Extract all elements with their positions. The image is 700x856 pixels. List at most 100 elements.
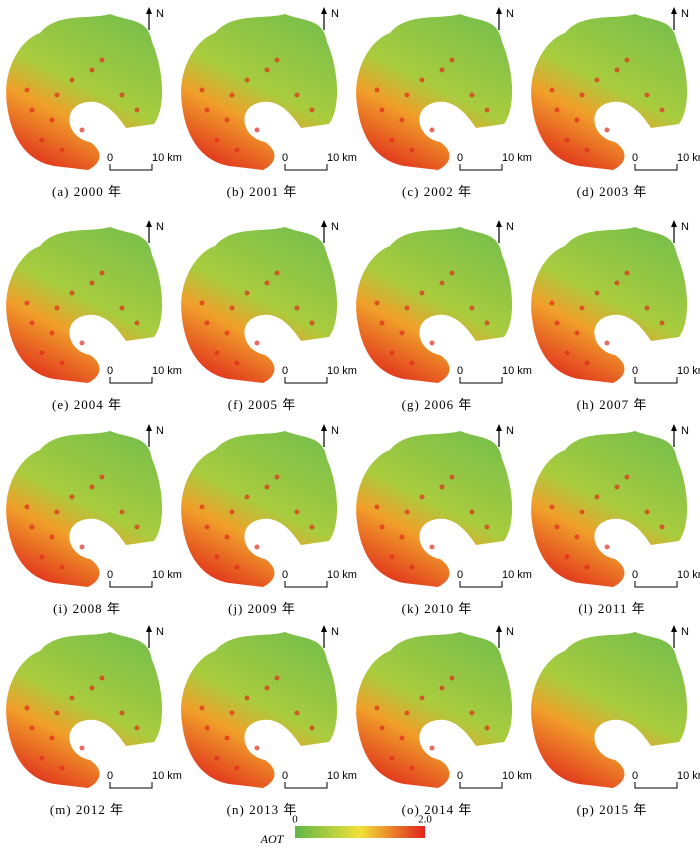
hotspot (244, 77, 250, 83)
hotspot (604, 544, 610, 550)
north-arrowhead (496, 7, 502, 14)
hotspot (399, 735, 405, 741)
hotspot (624, 57, 630, 63)
map-panel: N 0 10 km (k) 2010 年 (356, 424, 532, 616)
scale-bar (634, 782, 678, 789)
hotspot (419, 77, 425, 83)
hotspot (244, 695, 250, 701)
hotspot (119, 710, 125, 716)
scale-start: 0 (282, 569, 288, 581)
map-region (181, 632, 338, 788)
hotspot (224, 330, 230, 336)
hotspot (214, 554, 220, 560)
hotspot (484, 320, 490, 326)
north-arrowhead (496, 220, 502, 227)
hotspot (39, 350, 45, 356)
hotspot (594, 290, 600, 296)
hotspot (214, 350, 220, 356)
hotspot (134, 320, 140, 326)
legend-bar (295, 826, 425, 838)
hotspot (274, 270, 280, 276)
north-label: N (681, 8, 689, 20)
hotspot (409, 360, 415, 366)
north-label: N (681, 221, 689, 233)
hotspot (214, 755, 220, 761)
map-panel: N 0 10 km (p) 2015 年 (531, 625, 700, 817)
hotspot (29, 320, 35, 326)
hotspot (624, 474, 630, 480)
north-label: N (331, 8, 339, 20)
hotspot (79, 340, 85, 346)
hotspot (224, 117, 230, 123)
north-arrowhead (671, 625, 677, 632)
hotspot (234, 564, 240, 570)
north-label: N (506, 425, 514, 437)
map-region (356, 632, 513, 788)
hotspot (389, 755, 395, 761)
hotspot (69, 290, 75, 296)
hotspot (234, 765, 240, 771)
panel-caption: (a) 2000 年 (52, 184, 122, 199)
hotspot (554, 320, 560, 326)
hotspot (439, 484, 445, 490)
hotspot (274, 474, 280, 480)
hotspot (429, 745, 435, 751)
hotspot (574, 330, 580, 336)
hotspot (29, 524, 35, 530)
north-label: N (156, 221, 164, 233)
scale-start: 0 (457, 365, 463, 377)
hotspot (389, 350, 395, 356)
hotspot (49, 534, 55, 540)
north-arrowhead (321, 625, 327, 632)
hotspot (59, 765, 65, 771)
hotspot (554, 524, 560, 530)
hotspot (439, 280, 445, 286)
hotspot (439, 685, 445, 691)
hotspot (99, 675, 105, 681)
scale-start: 0 (107, 569, 113, 581)
hotspot (49, 117, 55, 123)
hotspot (469, 509, 475, 515)
hotspot (119, 305, 125, 311)
hotspot (554, 107, 560, 113)
hotspot (404, 710, 410, 716)
north-arrowhead (146, 625, 152, 632)
hotspot (379, 320, 385, 326)
north-label: N (156, 8, 164, 20)
scale-end: 10 km (152, 569, 182, 581)
hotspot (29, 725, 35, 731)
hotspot (574, 117, 580, 123)
north-arrowhead (146, 7, 152, 14)
hotspot (89, 280, 95, 286)
hotspot (199, 504, 205, 510)
map-panel: N 0 10 km (f) 2005 年 (181, 220, 357, 412)
hotspot (579, 92, 585, 98)
north-arrowhead (321, 7, 327, 14)
map-region (356, 14, 513, 170)
panel-caption: (e) 2004 年 (52, 397, 122, 412)
map-panel: N 0 10 km (l) 2011 年 (531, 424, 700, 616)
hotspot (24, 87, 30, 93)
hotspot (69, 77, 75, 83)
scale-bar (634, 164, 678, 171)
hotspot (449, 474, 455, 480)
north-arrowhead (671, 7, 677, 14)
scale-end: 10 km (677, 770, 700, 782)
scale-start: 0 (457, 569, 463, 581)
north-label: N (331, 626, 339, 638)
map-region (531, 14, 688, 170)
north-arrowhead (671, 220, 677, 227)
hotspot (99, 474, 105, 480)
hotspot (79, 544, 85, 550)
scale-end: 10 km (152, 152, 182, 164)
hotspot (69, 695, 75, 701)
hotspot (134, 725, 140, 731)
hotspot (89, 484, 95, 490)
panel-caption: (m) 2012 年 (50, 802, 124, 817)
scale-bar (284, 782, 328, 789)
scale-bar (284, 581, 328, 588)
hotspot (49, 735, 55, 741)
hotspot (49, 330, 55, 336)
hotspot (309, 107, 315, 113)
hotspot (54, 710, 60, 716)
